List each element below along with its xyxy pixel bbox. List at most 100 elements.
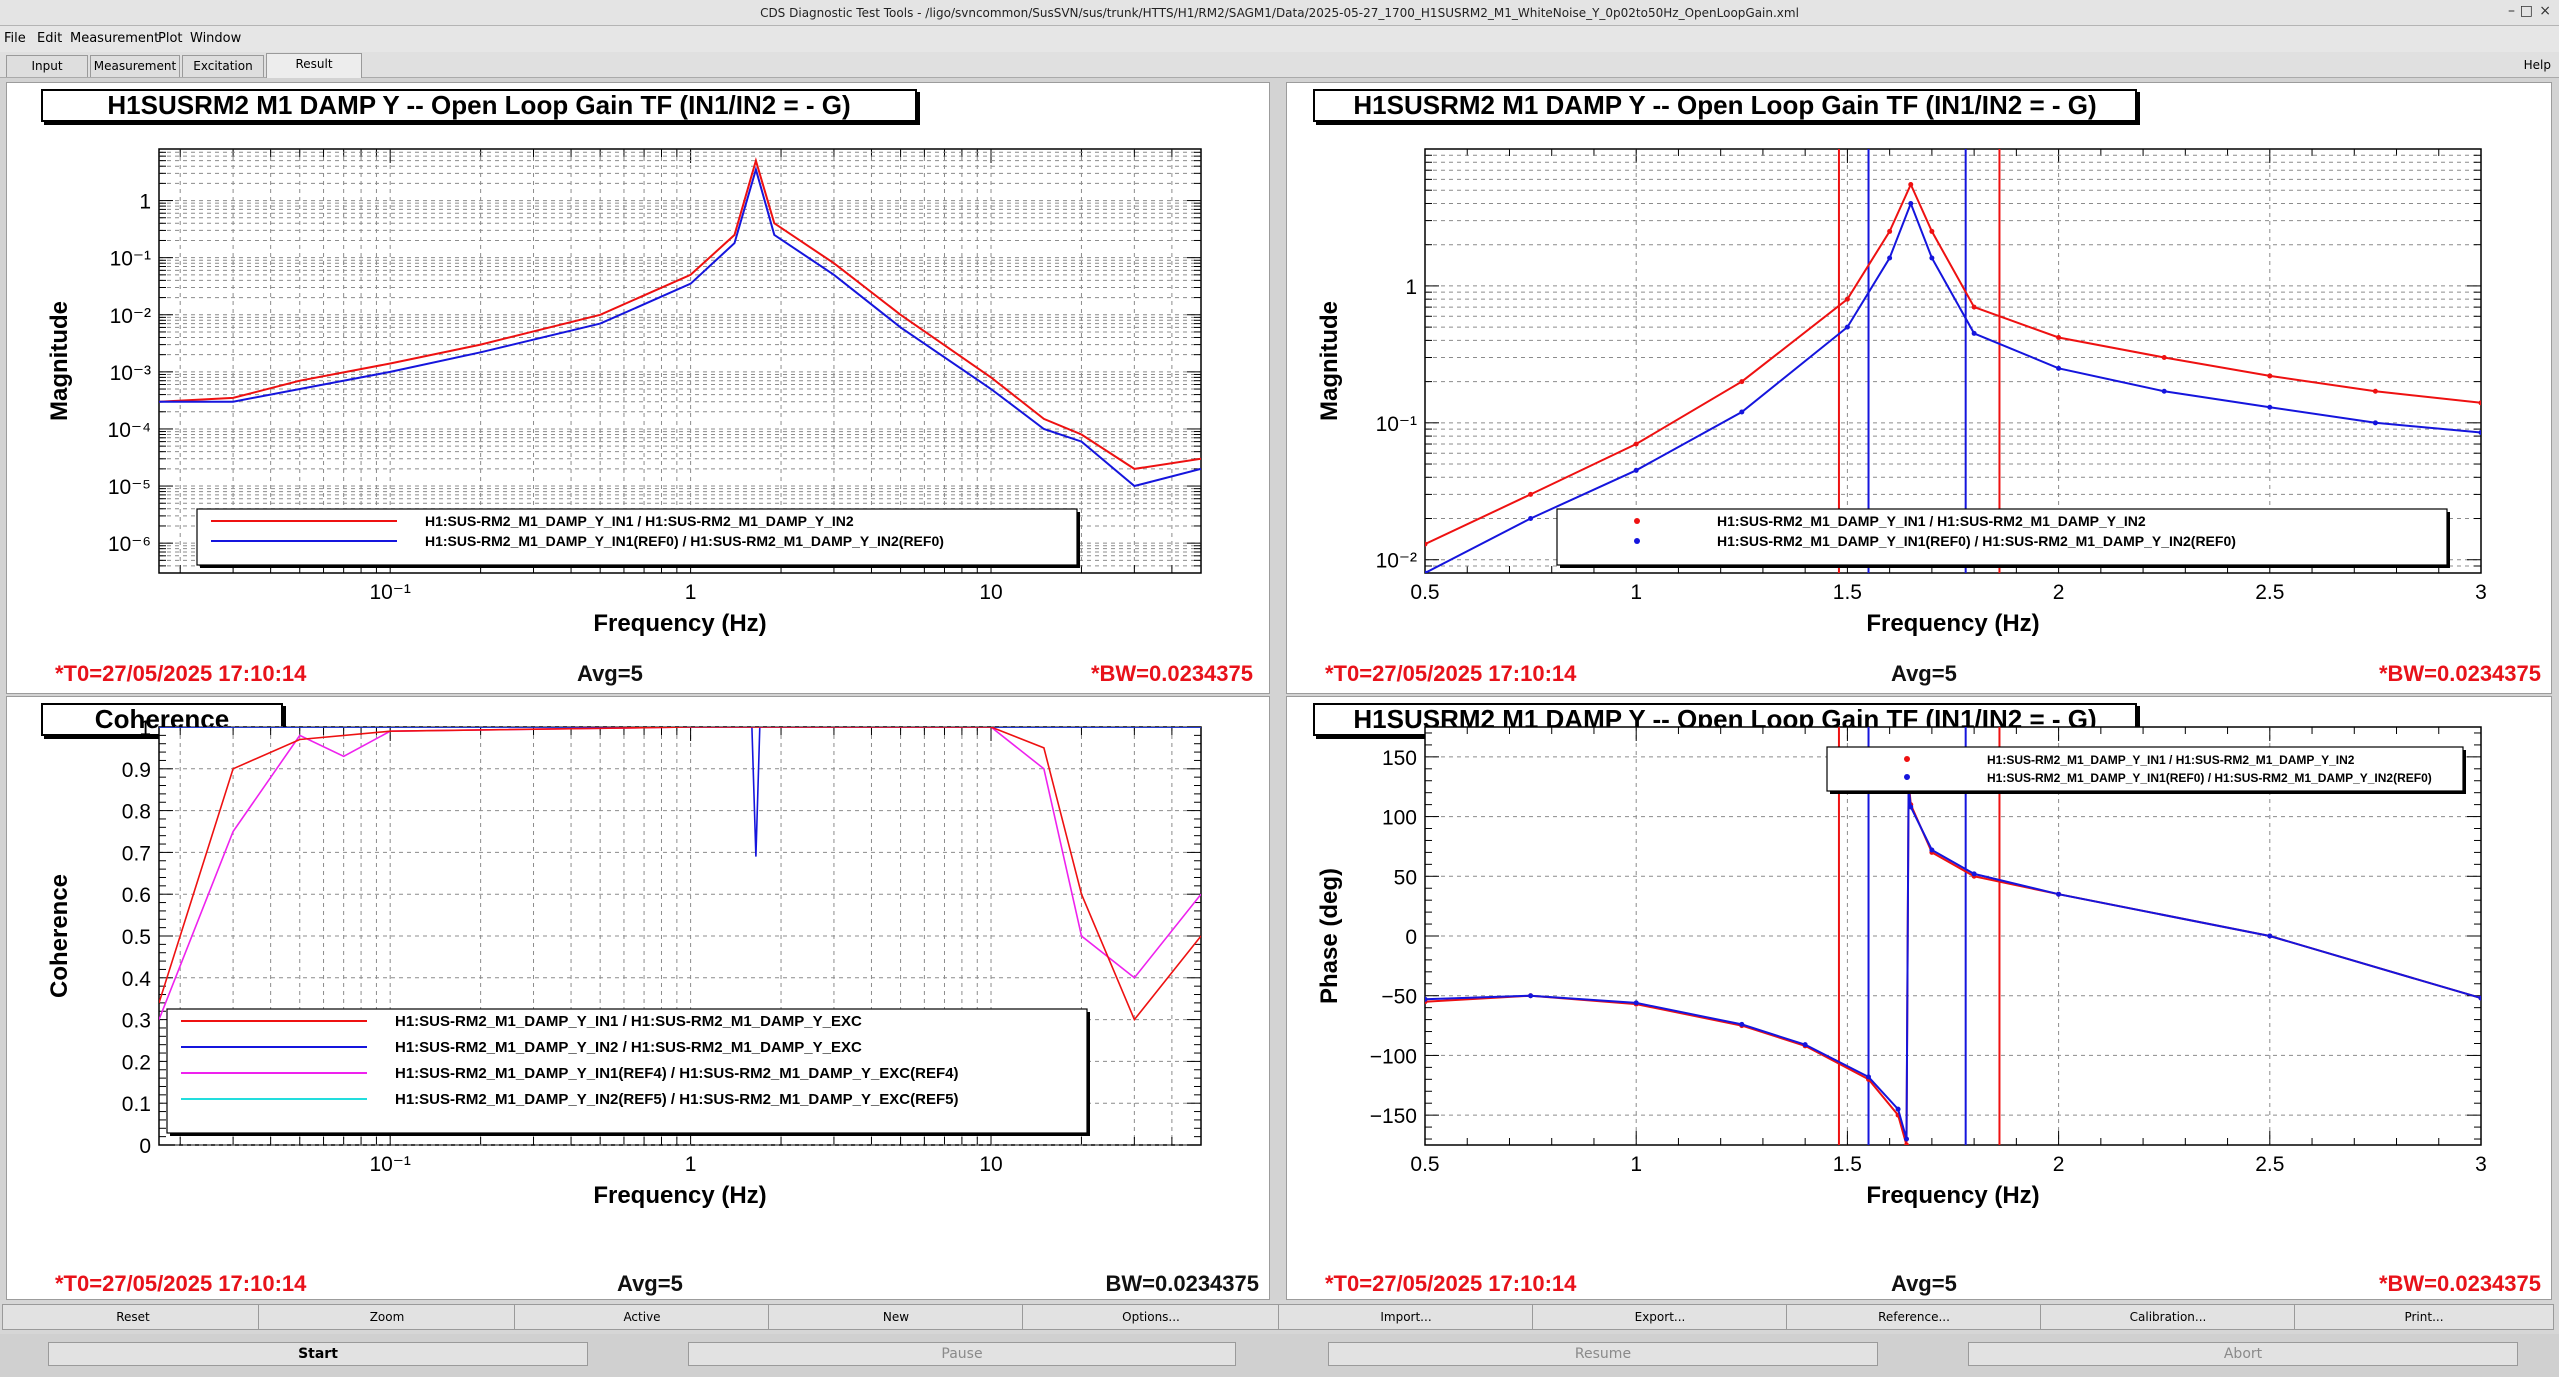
x-tick-label: 10⁻¹	[369, 581, 410, 604]
resume-button[interactable]: Resume	[1328, 1342, 1878, 1366]
series-line-3	[159, 727, 1201, 1020]
series-line-1	[159, 727, 1201, 1022]
data-point	[1739, 409, 1745, 415]
plot-button-row: Reset Zoom Active New Options... Import.…	[0, 1300, 2559, 1334]
legend-box	[1826, 746, 2464, 792]
x-tick-label: 1.5	[1833, 581, 1862, 604]
data-point	[1929, 228, 1935, 234]
start-button[interactable]: Start	[48, 1342, 588, 1366]
x-axis-label: Frequency (Hz)	[593, 610, 766, 637]
legend-label: H1:SUS-RM2_M1_DAMP_Y_IN1 / H1:SUS-RM2_M1…	[395, 1013, 862, 1030]
options-button[interactable]: Options...	[1022, 1304, 1280, 1330]
legend-marker	[1634, 538, 1640, 544]
active-button[interactable]: Active	[514, 1304, 770, 1330]
legend-marker	[1634, 518, 1640, 524]
data-point	[2267, 373, 2273, 379]
y-tick-label: −50	[1381, 986, 1417, 1009]
minimize-icon[interactable]: –	[2508, 3, 2515, 19]
x-tick-label: 2.5	[2255, 1153, 2284, 1176]
y-tick-label: 0.9	[122, 759, 151, 782]
bw-label: *BW=0.0234375	[2378, 1271, 2541, 1296]
series-line-1	[1425, 182, 2481, 546]
data-point	[1887, 228, 1893, 234]
data-point	[1844, 324, 1850, 330]
y-tick-label: 0.6	[122, 884, 151, 907]
data-point	[1895, 1106, 1901, 1112]
tab-bar: Input Measurement Excitation Result Help	[0, 52, 2559, 78]
y-tick-label: 1	[1405, 276, 1417, 299]
data-point	[1633, 1000, 1639, 1006]
x-tick-label: 0.5	[1410, 581, 1439, 604]
new-button[interactable]: New	[768, 1304, 1024, 1330]
import-button[interactable]: Import...	[1278, 1304, 1534, 1330]
data-point	[1971, 871, 1977, 877]
tab-result[interactable]: Result	[266, 53, 362, 78]
menu-file[interactable]: File	[4, 31, 26, 46]
y-tick-label: 10⁻⁵	[108, 476, 151, 499]
t0-label: *T0=27/05/2025 17:10:14	[1325, 661, 1577, 686]
y-tick-label: 0.4	[122, 968, 152, 991]
data-point	[2161, 354, 2167, 360]
plot-panel-coherence[interactable]: Coherence 10⁻¹ 1 10 1 0.9 0.8 0.7 0.6 0.5 0.4 0.3 0…	[6, 696, 1270, 1300]
t0-label: *T0=27/05/2025 17:10:14	[55, 661, 307, 686]
menu-edit[interactable]: Edit	[37, 31, 63, 46]
maximize-icon[interactable]: □	[2519, 3, 2533, 19]
tab-input[interactable]: Input	[6, 55, 88, 77]
x-tick-label: 10⁻¹	[369, 1153, 410, 1176]
menu-help[interactable]: Help	[2523, 58, 2551, 72]
data-point	[1904, 1142, 1910, 1145]
avg-label: Avg=5	[577, 661, 643, 686]
tab-measurement[interactable]: Measurement	[90, 55, 180, 77]
calibration-button[interactable]: Calibration...	[2040, 1304, 2296, 1330]
magnitude-log-chart: 10⁻¹ 1 10 1 10⁻¹ 10⁻² 10⁻³ 10⁻⁴ 10⁻⁵ 10⁻⁶ Frequenc…	[46, 148, 1202, 637]
plot-panel-magnitude-zoom[interactable]: H1SUSRM2 M1 DAMP Y -- Open Loop Gain TF …	[1286, 82, 2552, 694]
y-tick-label: 10⁻⁴	[108, 419, 151, 442]
tab-excitation[interactable]: Excitation	[182, 55, 264, 77]
pause-button[interactable]: Pause	[688, 1342, 1236, 1366]
plot-frame	[158, 148, 1202, 574]
abort-button[interactable]: Abort	[1968, 1342, 2518, 1366]
data-point	[1425, 996, 1428, 1002]
menu-window[interactable]: Window	[190, 31, 242, 46]
plot-frame	[1424, 148, 2482, 574]
x-tick-label: 1.5	[1833, 1153, 1862, 1176]
x-tick-label: 1	[1630, 581, 1642, 604]
window-title: CDS Diagnostic Test Tools - /ligo/svncom…	[760, 6, 1799, 20]
y-tick-label: −150	[1370, 1105, 1417, 1128]
y-tick-label: 1	[139, 191, 151, 214]
avg-label: Avg=5	[1891, 661, 1957, 686]
legend-box	[196, 508, 1078, 566]
data-point	[1802, 1042, 1808, 1048]
data-point	[1633, 441, 1639, 447]
legend-label: H1:SUS-RM2_M1_DAMP_Y_IN1 / H1:SUS-RM2_M1…	[1717, 513, 2146, 529]
y-tick-label: 0.5	[122, 926, 151, 949]
data-point	[1425, 570, 1428, 573]
reset-button[interactable]: Reset	[2, 1304, 264, 1330]
close-icon[interactable]: ×	[2539, 3, 2551, 19]
data-point	[2056, 365, 2062, 371]
series-line-1	[159, 157, 1201, 470]
data-point	[1739, 379, 1745, 385]
zoom-button[interactable]: Zoom	[258, 1304, 516, 1330]
plot-panel-magnitude-log[interactable]: H1SUSRM2 M1 DAMP Y -- Open Loop Gain TF …	[6, 82, 1270, 694]
data-point	[2267, 404, 2273, 410]
y-tick-label: 0.3	[122, 1010, 151, 1033]
data-point	[2478, 429, 2481, 435]
plot-panel-phase[interactable]: H1SUSRM2 M1 DAMP Y -- Open Loop Gain TF …	[1286, 696, 2552, 1300]
x-tick-label: 1	[1630, 1153, 1642, 1176]
menu-plot[interactable]: Plot	[158, 31, 183, 46]
export-button[interactable]: Export...	[1532, 1304, 1788, 1330]
phase-chart: 0.5 1 1.5 2 2.5 3 150 100 50 0 −50 −100 −150 Frequenc…	[1316, 726, 2487, 1209]
y-axis-label: Magnitude	[1316, 301, 1343, 421]
reference-button[interactable]: Reference...	[1786, 1304, 2042, 1330]
y-tick-label: 50	[1394, 866, 1417, 889]
print-button[interactable]: Print...	[2294, 1304, 2554, 1330]
series-line-2	[1425, 200, 2481, 573]
y-tick-label: 0.7	[122, 842, 151, 865]
data-point	[1739, 1021, 1745, 1027]
x-tick-label: 0.5	[1410, 1153, 1439, 1176]
data-point	[2478, 400, 2481, 406]
menu-measurement[interactable]: Measurement	[70, 31, 160, 46]
data-point	[2056, 891, 2062, 897]
bw-label: *BW=0.0234375	[2378, 661, 2541, 686]
